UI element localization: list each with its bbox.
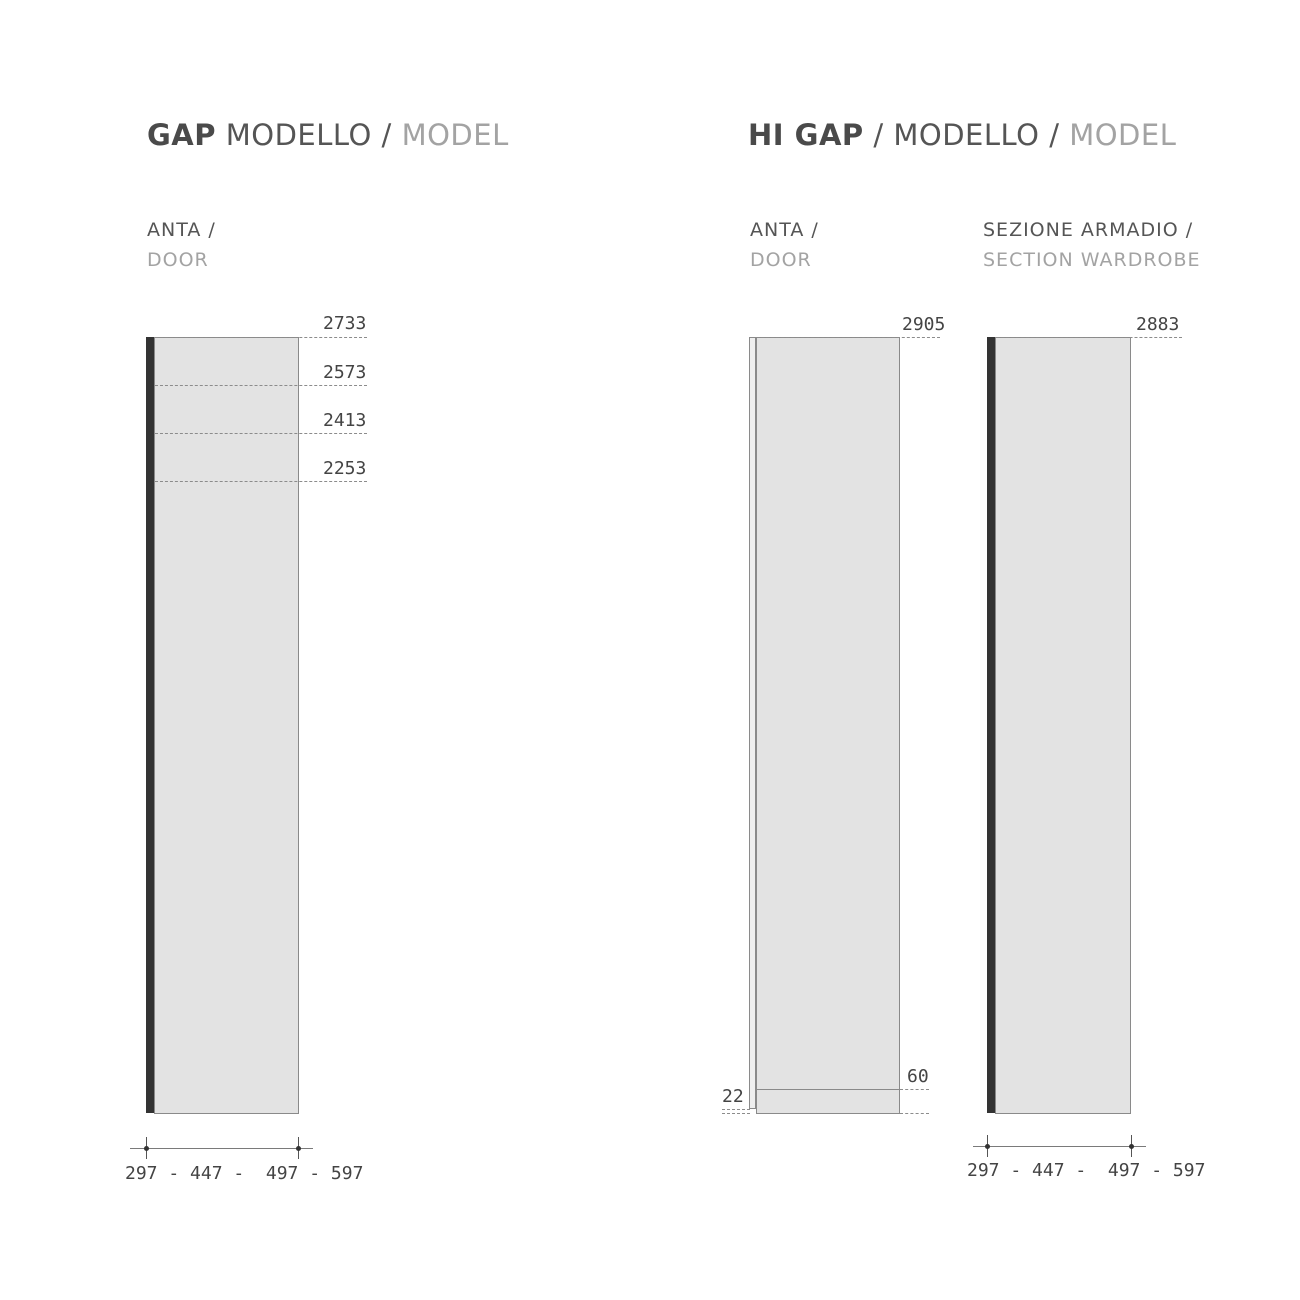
higap-section-height-line [996, 337, 1182, 338]
higap-door-base-line [756, 1089, 900, 1090]
gap-width-dimension-line [130, 1148, 313, 1149]
higap-door-edge-strip [749, 337, 756, 1109]
higap-door-label-en: DOOR [750, 249, 812, 271]
gap-height-label-3: 2413 [323, 410, 367, 431]
higap-title-light: MODEL [1069, 118, 1177, 152]
gap-door-profile [146, 337, 155, 1113]
higap-door-bottom-line-base [900, 1113, 929, 1114]
higap-section-panel [995, 337, 1131, 1114]
higap-width-dot-left [985, 1144, 990, 1149]
gap-title-mid: MODELLO / [216, 118, 402, 152]
gap-door-label-it: ANTA / [147, 219, 216, 241]
higap-door-panel [756, 337, 900, 1114]
higap-door-height-line [756, 337, 940, 338]
gap-title-light: MODEL [401, 118, 509, 152]
higap-title-mid: / MODELLO / [863, 118, 1070, 152]
higap-section-heading: SEZIONE ARMADIO / SECTION WARDROBE [983, 215, 1201, 275]
higap-width-dot-right [1129, 1144, 1134, 1149]
gap-door-label-en: DOOR [147, 249, 209, 271]
higap-section-profile [987, 337, 996, 1113]
higap-title: HI GAP / MODELLO / MODEL [748, 118, 1176, 152]
higap-width-dimension-line [973, 1146, 1146, 1147]
higap-door-offset-line-1 [722, 1109, 750, 1110]
gap-width-label: 297 - 447 - 497 - 597 [125, 1163, 364, 1184]
gap-width-dot-right [296, 1146, 301, 1151]
gap-door-heading: ANTA / DOOR [147, 215, 216, 275]
higap-door-offset-label: 22 [722, 1086, 744, 1107]
gap-width-dot-left [144, 1146, 149, 1151]
gap-title: GAP MODELLO / MODEL [147, 118, 509, 152]
higap-section-height-label: 2883 [1136, 314, 1180, 335]
gap-title-bold: GAP [147, 118, 217, 152]
higap-section-label-it: SEZIONE ARMADIO / [983, 219, 1194, 241]
gap-height-line-1 [155, 337, 367, 338]
higap-door-heading: ANTA / DOOR [750, 215, 819, 275]
higap-title-bold: HI GAP [748, 118, 864, 152]
higap-door-bottom-label: 60 [907, 1066, 929, 1087]
higap-door-offset-line-2 [722, 1113, 750, 1114]
gap-height-label-2: 2573 [323, 362, 367, 383]
gap-height-label-4: 2253 [323, 458, 367, 479]
higap-section-label-en: SECTION WARDROBE [983, 249, 1201, 271]
gap-height-label-1: 2733 [323, 313, 367, 334]
higap-width-label: 297 - 447 - 497 - 597 [967, 1160, 1206, 1181]
gap-height-line-4 [155, 481, 367, 482]
higap-door-height-label: 2905 [902, 314, 946, 335]
gap-height-line-3 [155, 433, 367, 434]
higap-door-bottom-line-60 [900, 1089, 929, 1090]
gap-height-line-2 [155, 385, 367, 386]
gap-door-panel [154, 337, 299, 1114]
higap-door-label-it: ANTA / [750, 219, 819, 241]
